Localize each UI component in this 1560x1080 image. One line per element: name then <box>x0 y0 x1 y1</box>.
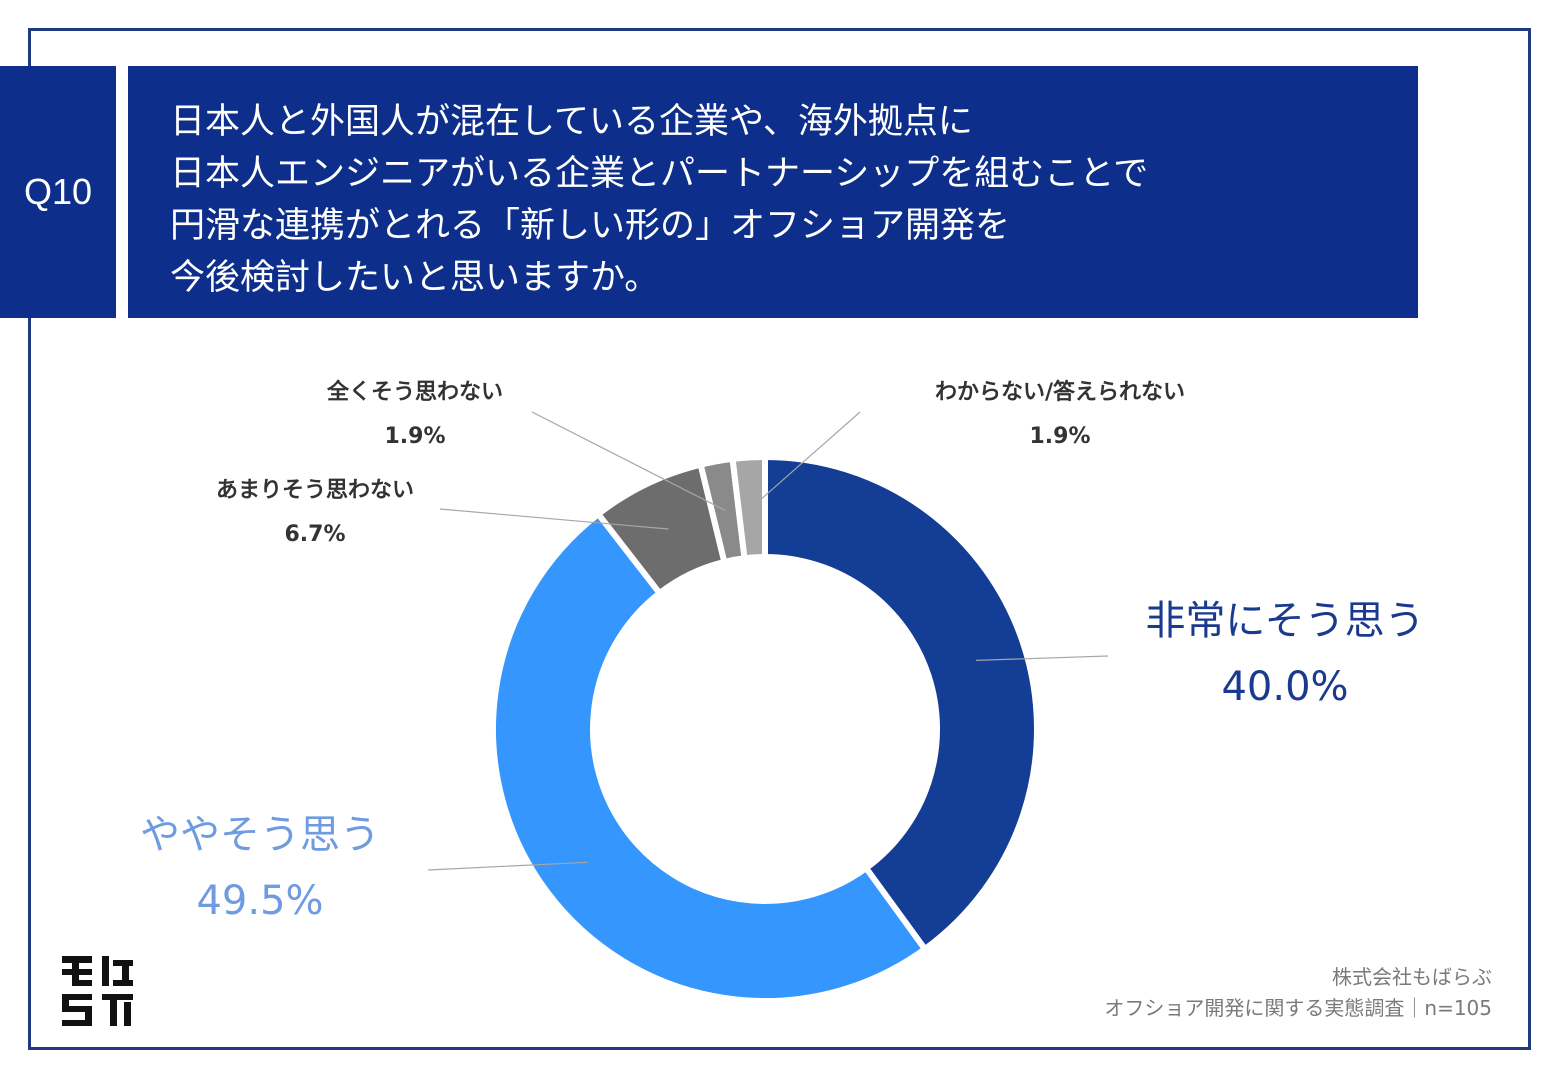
source-company: 株式会社もばらぶ <box>1332 965 1492 989</box>
label-not-really-name: あまりそう思わない <box>215 478 414 503</box>
mobalab-logo <box>62 956 133 1026</box>
leader-very-much <box>976 655 1109 661</box>
leader-unknown <box>751 411 861 508</box>
question-line-1: 日本人と外国人が混在している企業や、海外拠点に <box>170 102 973 142</box>
label-not-really-value: 6.7% <box>284 522 346 547</box>
label-unknown-value: 1.9% <box>1029 424 1091 449</box>
label-not-really: あまりそう思わない 6.7% <box>160 472 470 547</box>
source-note: 株式会社もばらぶ オフショア開発に関する実態調査｜n=105 <box>1104 962 1492 1024</box>
label-not-at-all-value: 1.9% <box>384 424 446 449</box>
question-line-4: 今後検討したいと思いますか。 <box>170 258 660 298</box>
slice-very-much <box>762 453 1040 954</box>
outer-frame <box>28 28 1531 1050</box>
leader-not-really <box>439 508 669 530</box>
label-not-at-all-name: 全くそう思わない <box>326 380 503 405</box>
question-number: Q10 <box>0 66 116 318</box>
source-survey: オフショア開発に関する実態調査｜n=105 <box>1104 996 1492 1020</box>
label-very-much-name: 非常にそう思う <box>1145 598 1425 644</box>
label-somewhat-value: 49.5% <box>196 878 324 924</box>
leader-somewhat <box>427 861 588 871</box>
label-very-much: 非常にそう思う 40.0% <box>1105 588 1465 710</box>
question-number-label: Q10 <box>23 171 93 212</box>
label-somewhat-name: ややそう思う <box>140 812 380 858</box>
label-very-much-value: 40.0% <box>1221 664 1349 710</box>
slice-unknown <box>729 453 768 562</box>
label-not-at-all: 全くそう思わない 1.9% <box>270 374 560 449</box>
question-line-3: 円滑な連携がとれる「新しい形の」オフショア開発を <box>170 206 1011 246</box>
leader-not-at-all <box>531 411 726 512</box>
label-unknown: わからない/答えられない 1.9% <box>880 374 1240 449</box>
question-box: 日本人と外国人が混在している企業や、海外拠点に 日本人エンジニアがいる企業とパー… <box>128 66 1418 318</box>
label-somewhat: ややそう思う 49.5% <box>100 802 420 924</box>
question-line-2: 日本人エンジニアがいる企業とパートナーシップを組むことで <box>170 154 1149 194</box>
label-unknown-name: わからない/答えられない <box>934 380 1186 405</box>
slice-somewhat <box>489 509 930 1004</box>
